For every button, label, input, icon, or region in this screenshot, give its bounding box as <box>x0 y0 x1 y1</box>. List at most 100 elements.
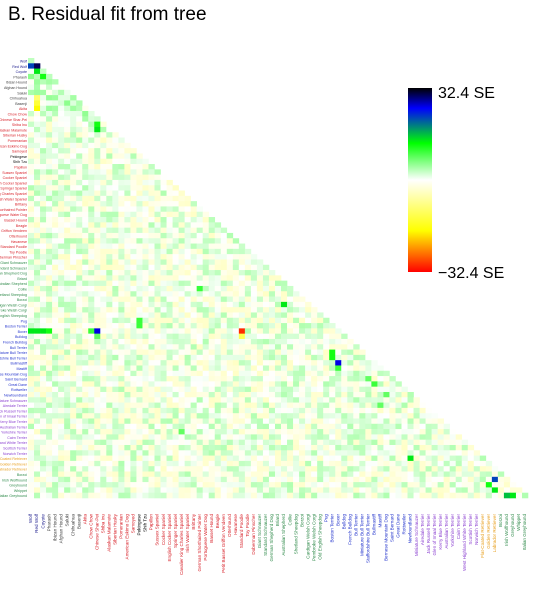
heatmap-cell <box>94 434 101 440</box>
heatmap-cell <box>88 243 95 250</box>
heatmap-cell <box>479 466 487 472</box>
heatmap-cell <box>88 296 95 303</box>
heatmap-cell <box>232 466 240 472</box>
heatmap-cell <box>136 460 143 467</box>
heatmap-cell <box>317 323 324 329</box>
heatmap-cell <box>160 280 167 287</box>
heatmap-cell <box>202 238 210 244</box>
heatmap-cell <box>202 466 210 472</box>
heatmap-cell <box>383 418 390 425</box>
heatmap-cell <box>287 328 294 334</box>
heatmap-cell <box>250 439 258 446</box>
heatmap-cell <box>214 444 222 451</box>
heatmap-cell <box>76 482 83 488</box>
heatmap-cell <box>82 116 89 122</box>
heatmap-cell <box>58 444 65 451</box>
heatmap-cell <box>178 434 185 440</box>
heatmap-cell <box>148 376 155 382</box>
heatmap-cell <box>106 174 113 181</box>
heatmap-cell <box>485 482 493 488</box>
heatmap-cell <box>317 444 324 451</box>
heatmap-cell <box>58 338 65 345</box>
heatmap-cell <box>160 174 167 181</box>
heatmap-cell <box>76 185 83 191</box>
row-label: Golden Retriever <box>0 462 28 466</box>
heatmap-cell <box>232 370 240 377</box>
heatmap-cell <box>52 227 59 234</box>
heatmap-cell <box>311 434 318 440</box>
heatmap-cell <box>88 434 95 440</box>
heatmap-cell <box>76 142 83 149</box>
heatmap-cell <box>58 365 65 372</box>
heatmap-cell <box>220 381 228 387</box>
heatmap-cell <box>184 312 191 319</box>
heatmap-cell <box>190 333 197 340</box>
heatmap-cell <box>172 206 179 213</box>
heatmap-cell <box>118 397 125 403</box>
heatmap-cell <box>335 328 342 334</box>
heatmap-cell <box>52 201 59 207</box>
heatmap-cell <box>160 450 167 456</box>
heatmap-cell <box>154 264 161 271</box>
heatmap-cell <box>34 386 41 393</box>
heatmap-cell <box>274 275 282 281</box>
heatmap-cell <box>88 429 95 435</box>
heatmap-cell <box>28 291 35 297</box>
heatmap-cell <box>94 132 101 138</box>
heatmap-cell <box>256 476 264 483</box>
heatmap-cell <box>82 169 89 175</box>
heatmap-cell <box>28 476 35 483</box>
heatmap-cell <box>70 460 77 467</box>
heatmap-cell <box>311 386 318 393</box>
heatmap-cell <box>130 264 137 271</box>
heatmap-cell <box>250 317 258 324</box>
heatmap-cell <box>106 487 113 493</box>
heatmap-cell <box>70 466 77 472</box>
heatmap-cell <box>353 360 360 366</box>
heatmap-cell <box>305 476 312 483</box>
heatmap-cell <box>40 275 47 281</box>
heatmap-cell <box>76 238 83 244</box>
heatmap-cell <box>100 248 107 255</box>
heatmap-cell <box>82 333 89 340</box>
heatmap-cell <box>274 291 282 297</box>
heatmap-cell <box>220 328 228 334</box>
heatmap-cell <box>40 439 47 446</box>
heatmap-cell <box>166 386 173 393</box>
heatmap-cell <box>88 402 95 409</box>
heatmap-cell <box>250 429 258 435</box>
heatmap-cell <box>214 434 222 440</box>
heatmap-cell <box>371 434 378 440</box>
heatmap-cell <box>256 264 264 271</box>
heatmap-cell <box>94 270 101 276</box>
heatmap-cell <box>184 254 191 260</box>
heatmap-cell <box>136 434 143 440</box>
heatmap-cell <box>389 391 396 398</box>
heatmap-cell <box>413 455 420 462</box>
heatmap-cell <box>287 333 294 340</box>
heatmap-cell <box>299 492 306 499</box>
heatmap-cell <box>46 142 53 149</box>
heatmap-cell <box>64 248 71 255</box>
heatmap-cell <box>58 190 65 197</box>
heatmap-cell <box>389 450 396 456</box>
heatmap-cell <box>220 323 228 329</box>
heatmap-cell <box>28 360 35 366</box>
heatmap-cell <box>232 243 240 250</box>
heatmap-cell <box>305 323 312 329</box>
heatmap-cell <box>46 121 53 128</box>
heatmap-cell <box>52 349 59 356</box>
heatmap-cell <box>461 471 469 478</box>
heatmap-cell <box>299 312 306 319</box>
column-label: Borzoi <box>299 514 304 527</box>
heatmap-cell <box>178 217 185 223</box>
heatmap-cell <box>184 349 191 356</box>
heatmap-cell <box>431 423 438 430</box>
heatmap-cell <box>220 397 228 403</box>
heatmap-cell <box>64 338 71 345</box>
heatmap-cell <box>353 365 360 372</box>
heatmap-cell <box>76 111 83 117</box>
heatmap-cell <box>359 370 366 377</box>
color-legend: 32.4 SE −32.4 SE <box>408 85 504 282</box>
heatmap-cell <box>130 429 137 435</box>
